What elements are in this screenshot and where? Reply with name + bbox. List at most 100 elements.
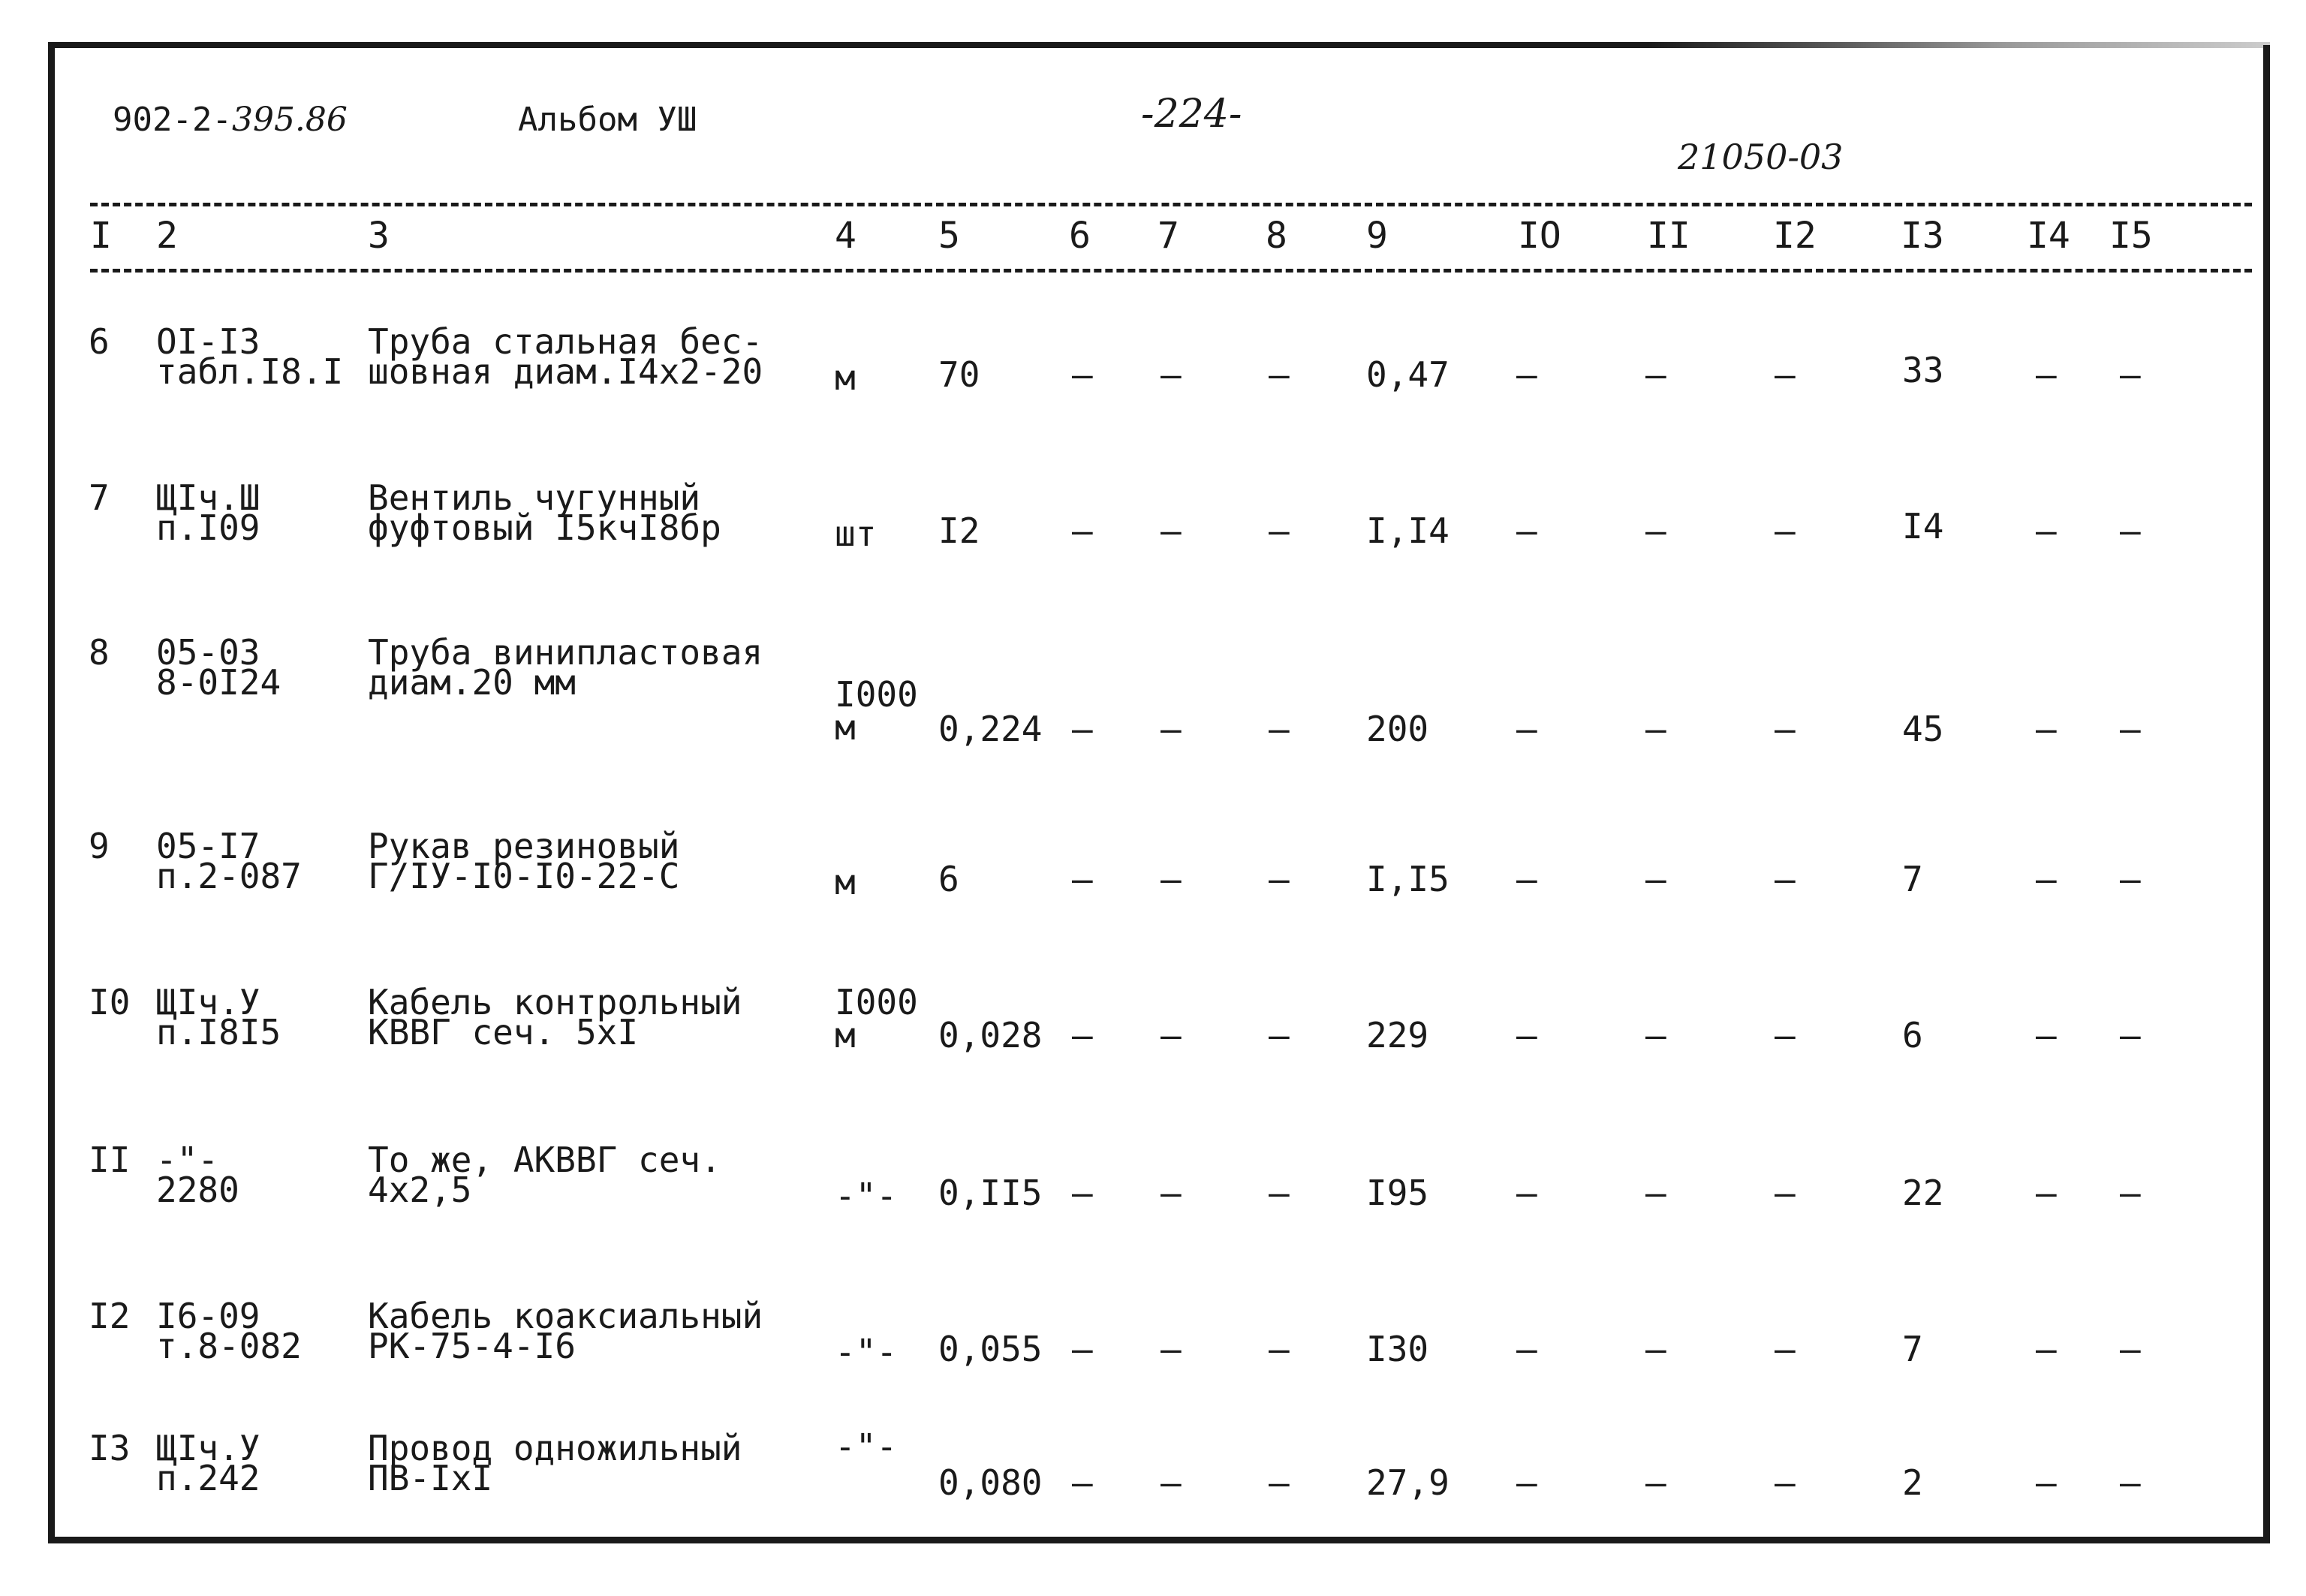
row-6-c8: – xyxy=(1269,1173,1290,1213)
row-5-unit-line-2: м xyxy=(835,1015,856,1055)
row-7-c12: – xyxy=(1775,1329,1796,1369)
row-7-c13: 7 xyxy=(1902,1329,1923,1369)
row-4-c11: – xyxy=(1645,859,1666,899)
row-3-unit-line-1: I000 xyxy=(835,674,918,715)
row-2-c11: – xyxy=(1645,510,1666,551)
row-1-c14: – xyxy=(2036,354,2057,395)
row-4-name-line-1: Рукав резиновый xyxy=(368,826,680,866)
row-2-c9: I,I4 xyxy=(1366,510,1450,551)
row-5-name-line-1: Кабель контрольный xyxy=(368,982,742,1022)
row-7-c15: – xyxy=(2120,1329,2141,1369)
row-2-c14: – xyxy=(2036,510,2057,551)
row-8-c6: – xyxy=(1072,1462,1093,1503)
row-4-name-line-2: Г/IУ-I0-I0-22-С xyxy=(368,856,680,896)
row-7-c14: – xyxy=(2036,1329,2057,1369)
row-7-c11: – xyxy=(1645,1329,1666,1369)
row-8-c15: – xyxy=(2120,1462,2141,1503)
row-6-c6: – xyxy=(1072,1173,1093,1213)
row-8-c8: – xyxy=(1269,1462,1290,1503)
header-dashed-rule-bottom xyxy=(90,269,2252,273)
row-6-unit-line-2: -"- xyxy=(835,1176,898,1216)
row-4-ref-line-2: п.2-087 xyxy=(156,856,302,896)
row-8-ref-line-1: ЩIч.У xyxy=(156,1428,260,1468)
row-5-c15: – xyxy=(2120,1015,2141,1055)
row-1-c15: – xyxy=(2120,354,2141,395)
row-6-c11: – xyxy=(1645,1173,1666,1213)
row-2-c12: – xyxy=(1775,510,1796,551)
row-6-name-line-1: То же, АКВВГ сеч. xyxy=(368,1140,721,1180)
row-4-number: 9 xyxy=(89,826,110,866)
row-8-qty: 0,080 xyxy=(938,1462,1043,1503)
row-6-qty: 0,II5 xyxy=(938,1173,1043,1213)
row-3-c9: 200 xyxy=(1366,709,1429,749)
row-3-number: 8 xyxy=(89,632,110,673)
column-number-1: I xyxy=(90,215,112,257)
document-frame xyxy=(48,45,2270,1543)
row-7-unit-line-2: -"- xyxy=(835,1332,898,1372)
row-6-c14: – xyxy=(2036,1173,2057,1213)
row-6-c9: I95 xyxy=(1366,1173,1429,1213)
row-4-qty: 6 xyxy=(938,859,959,899)
row-3-ref-line-2: 8-0I24 xyxy=(156,662,281,703)
stamp-code: 21050-03 xyxy=(1678,137,1844,177)
row-5-c10: – xyxy=(1516,1015,1537,1055)
column-number-3: 3 xyxy=(368,215,390,257)
row-8-c11: – xyxy=(1645,1462,1666,1503)
row-4-c6: – xyxy=(1072,859,1093,899)
album-label: Альбом УШ xyxy=(518,101,697,139)
row-2-number: 7 xyxy=(89,477,110,518)
row-5-unit-line-1: I000 xyxy=(835,982,918,1022)
row-5-c13: 6 xyxy=(1902,1015,1923,1055)
row-3-unit-line-2: м xyxy=(835,707,856,748)
row-7-name-line-2: РК-75-4-I6 xyxy=(368,1326,576,1366)
row-3-c10: – xyxy=(1516,709,1537,749)
row-6-c7: – xyxy=(1161,1173,1182,1213)
row-5-ref-line-1: ЩIч.У xyxy=(156,982,260,1022)
row-7-c7: – xyxy=(1161,1329,1182,1369)
row-5-number: I0 xyxy=(89,982,131,1022)
column-number-8: 8 xyxy=(1266,215,1287,257)
row-8-name-line-1: Провод одножильный xyxy=(368,1428,742,1468)
column-number-11: II xyxy=(1647,215,1690,257)
row-3-c11: – xyxy=(1645,709,1666,749)
row-6-name-line-2: 4x2,5 xyxy=(368,1170,472,1210)
row-5-c6: – xyxy=(1072,1015,1093,1055)
page-number: -224- xyxy=(1141,92,1242,137)
header-dashed-rule-top xyxy=(90,203,2252,206)
row-8-name-line-2: ПВ-IxI xyxy=(368,1458,493,1498)
row-4-ref-line-1: 05-I7 xyxy=(156,826,260,866)
row-5-c8: – xyxy=(1269,1015,1290,1055)
row-4-c9: I,I5 xyxy=(1366,859,1450,899)
row-2-name-line-1: Вентиль чугунный xyxy=(368,477,701,518)
row-3-c14: – xyxy=(2036,709,2057,749)
row-3-c12: – xyxy=(1775,709,1796,749)
row-5-qty: 0,028 xyxy=(938,1015,1043,1055)
frame-top-border xyxy=(48,42,2270,48)
row-4-c13: 7 xyxy=(1902,859,1923,899)
row-8-ref-line-2: п.242 xyxy=(156,1458,260,1498)
row-2-unit-line-2: шт xyxy=(835,513,877,554)
row-8-unit-line-1: -"- xyxy=(835,1426,898,1467)
row-2-c8: – xyxy=(1269,510,1290,551)
row-4-c15: – xyxy=(2120,859,2141,899)
column-number-5: 5 xyxy=(938,215,960,257)
column-number-4: 4 xyxy=(835,215,856,257)
row-7-qty: 0,055 xyxy=(938,1329,1043,1369)
row-3-qty: 0,224 xyxy=(938,709,1043,749)
row-1-number: 6 xyxy=(89,321,110,362)
row-2-c6: – xyxy=(1072,510,1093,551)
row-8-c13: 2 xyxy=(1902,1462,1923,1503)
row-2-ref-line-1: ЩIч.Ш xyxy=(156,477,260,518)
row-1-c10: – xyxy=(1516,354,1537,395)
row-6-number: II xyxy=(89,1140,131,1180)
row-5-name-line-2: КВВГ сеч. 5xI xyxy=(368,1012,639,1052)
row-1-c12: – xyxy=(1775,354,1796,395)
row-8-c10: – xyxy=(1516,1462,1537,1503)
row-2-ref-line-2: п.I09 xyxy=(156,507,260,548)
row-1-name-line-2: шовная диам.I4x2-20 xyxy=(368,351,763,392)
row-2-qty: I2 xyxy=(938,510,980,551)
row-3-ref-line-1: 05-03 xyxy=(156,632,260,673)
row-1-unit-line-2: м xyxy=(835,357,856,398)
row-6-ref-line-1: -"- xyxy=(156,1140,219,1180)
row-1-qty: 70 xyxy=(938,354,980,395)
